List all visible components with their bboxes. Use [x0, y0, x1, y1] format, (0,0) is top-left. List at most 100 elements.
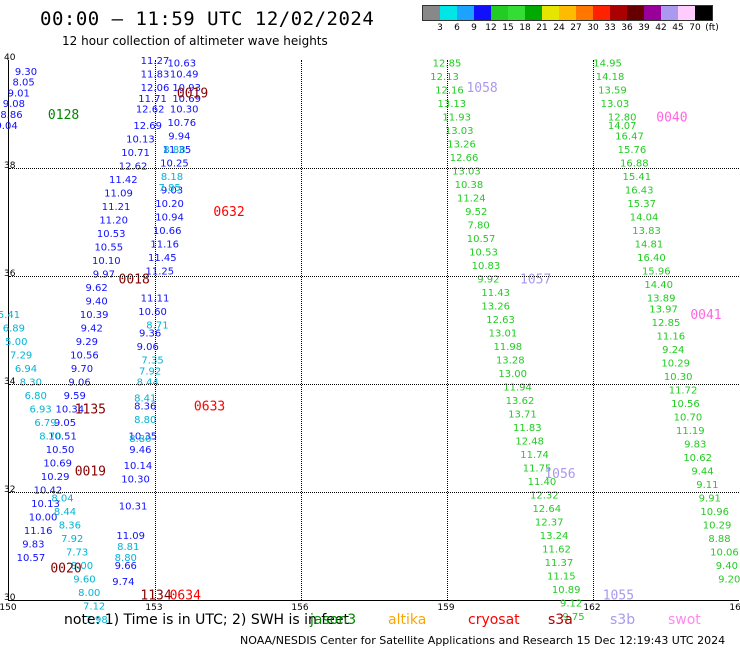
wave-height-value: 13.59 — [598, 86, 627, 97]
legend-label: 70 — [689, 23, 701, 33]
pass-time-label: 0020 — [50, 562, 81, 577]
longitude-label: 165 — [729, 603, 740, 613]
wave-height-value: 11.19 — [676, 426, 705, 437]
pass-time-label: 1056 — [544, 467, 575, 482]
wave-height-value: 13.03 — [452, 167, 481, 178]
wave-height-value: 10.31 — [119, 502, 148, 513]
wave-height-value: 11.16 — [150, 240, 179, 251]
longitude-gridline — [593, 60, 594, 600]
satellite-cryosat: cryosat — [468, 612, 520, 628]
wave-height-value: 9.12 — [560, 599, 582, 610]
wave-height-value: 8.70 — [39, 431, 61, 442]
legend-swatch — [525, 6, 542, 20]
legend-label: 24 — [553, 23, 565, 33]
wave-height-overlay: 9.308.059.019.088.869.0411.2711.8312.061… — [0, 56, 740, 626]
wave-height-value: 9.30 — [15, 67, 37, 78]
pass-time-label: 0040 — [656, 111, 687, 126]
wave-height-value: 9.66 — [115, 561, 137, 572]
wave-height-value: 16.47 — [615, 132, 644, 143]
wave-height-value: 6.79 — [34, 418, 56, 429]
wave-height-value: 9.83 — [684, 439, 706, 450]
legend-label: 15 — [502, 23, 514, 33]
legend-label: 21 — [536, 23, 548, 33]
legend-label: 27 — [570, 23, 582, 33]
satellite-s3a: s3a — [548, 612, 573, 628]
pass-time-label: 0633 — [194, 400, 225, 415]
wave-height-value: 10.57 — [17, 553, 46, 564]
wave-height-value: 7.92 — [61, 534, 83, 545]
wave-height-value: 12.63 — [486, 315, 515, 326]
latitude-gridline — [9, 276, 739, 277]
wave-height-value: 10.53 — [97, 229, 126, 240]
pass-time-label: 0632 — [213, 205, 244, 220]
wave-height-value: 10.39 — [80, 310, 109, 321]
wave-height-value: 12.62 — [136, 105, 165, 116]
wave-height-value: 9.24 — [662, 345, 684, 356]
satellite-jason3: jason3 — [310, 612, 357, 628]
wave-height-value: 8.44 — [54, 507, 76, 518]
wave-height-value: 10.13 — [31, 499, 60, 510]
wave-height-value: 15.96 — [642, 267, 671, 278]
wave-height-value: 10.53 — [469, 248, 498, 259]
wave-height-value: 9.04 — [0, 121, 18, 132]
wave-height-value: 6.94 — [15, 364, 37, 375]
pass-time-label: 1058 — [466, 81, 497, 96]
wave-height-value: 8.41 — [134, 394, 156, 405]
wave-height-value: 8.30 — [20, 377, 42, 388]
wave-height-value: 16.43 — [625, 186, 654, 197]
wave-height-value: 10.70 — [674, 412, 703, 423]
wave-height-value: 10.55 — [94, 242, 123, 253]
wave-height-value: 9.52 — [465, 207, 487, 218]
wave-height-value: 11.09 — [116, 531, 145, 542]
wave-height-value: 10.66 — [153, 226, 182, 237]
wave-height-value: 12.69 — [133, 121, 162, 132]
wave-height-value: 10.63 — [167, 59, 196, 70]
wave-height-value: 10.83 — [472, 261, 501, 272]
wave-height-value: 12.62 — [119, 161, 148, 172]
wave-height-value: 9.44 — [691, 466, 713, 477]
wave-height-value: 9.62 — [85, 283, 107, 294]
wave-height-value: 6.89 — [3, 323, 25, 334]
latitude-gridline — [9, 168, 739, 169]
map-subtitle: 12 hour collection of altimeter wave hei… — [62, 34, 328, 48]
wave-height-value: 9.83 — [22, 539, 44, 550]
wave-height-value: 10.56 — [70, 350, 99, 361]
wave-height-value: 11.45 — [148, 253, 177, 264]
wave-height-value: 5.00 — [5, 337, 27, 348]
wave-height-value: 7.29 — [10, 350, 32, 361]
wave-height-value: 15.76 — [618, 145, 647, 156]
wave-height-value: 13.26 — [481, 302, 510, 313]
wave-height-value: 11.35 — [163, 145, 192, 156]
wave-height-value: 9.01 — [8, 88, 30, 99]
wave-height-value: 8.80 — [115, 553, 137, 564]
wave-height-value: 13.62 — [506, 396, 535, 407]
wave-height-value: 7.35 — [141, 356, 163, 367]
longitude-label: 159 — [437, 603, 455, 613]
legend-label: 30 — [587, 23, 599, 33]
wave-height-value: 10.30 — [121, 475, 150, 486]
wave-height-value: 9.74 — [112, 577, 134, 588]
legend-swatch — [576, 6, 593, 20]
wave-height-value: 9.75 — [562, 612, 584, 623]
wave-height-value: 11.09 — [104, 188, 133, 199]
wave-height-value: 15.41 — [622, 172, 651, 183]
wave-height-value: 13.01 — [489, 329, 518, 340]
wave-height-value: 12.16 — [435, 86, 464, 97]
wave-height-value: 10.50 — [46, 445, 75, 456]
wave-height-value: 12.80 — [608, 113, 637, 124]
wave-height-value: 7.73 — [66, 547, 88, 558]
color-legend: 3 6 9 12 15 18 21 24 27 30 33 36 39 42 45 70 (ft) — [422, 5, 719, 35]
wave-height-value: 8.00 — [78, 588, 100, 599]
wave-height-value: 14.07 — [608, 121, 637, 132]
legend-label: 12 — [485, 23, 497, 33]
wave-height-value: 13.28 — [496, 356, 525, 367]
wave-height-value: 13.89 — [647, 294, 676, 305]
wave-height-value: 8.18 — [161, 172, 183, 183]
wave-height-value: 10.29 — [661, 358, 690, 369]
wave-height-value: 10.10 — [92, 256, 121, 267]
wave-height-value: 13.24 — [540, 531, 569, 542]
wave-height-value: 10.14 — [124, 461, 153, 472]
wave-height-value: 9.29 — [76, 337, 98, 348]
wave-height-value: 8.71 — [146, 321, 168, 332]
wave-height-value: 11.20 — [99, 215, 128, 226]
